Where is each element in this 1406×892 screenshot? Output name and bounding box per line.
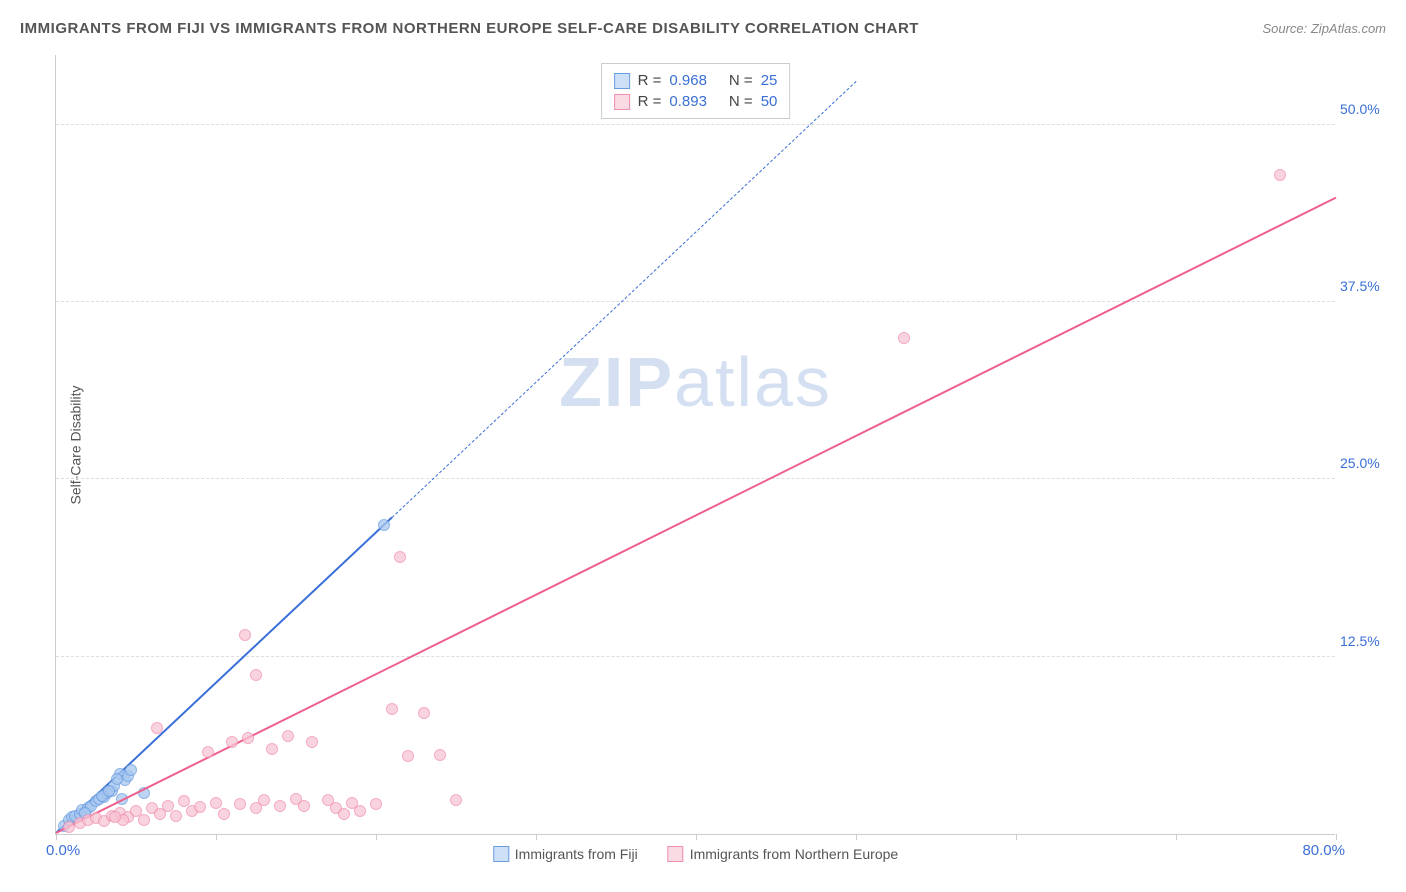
data-point xyxy=(434,749,446,761)
data-point xyxy=(258,794,270,806)
data-point xyxy=(306,736,318,748)
x-tick xyxy=(1016,834,1017,840)
data-point xyxy=(338,808,350,820)
regression-line-extension xyxy=(392,82,857,519)
data-point xyxy=(370,798,382,810)
stat-legend: R = 0.968 N = 25 R = 0.893 N = 50 xyxy=(601,63,791,119)
legend-item: Immigrants from Northern Europe xyxy=(668,846,899,862)
legend-swatch xyxy=(614,94,630,110)
data-point xyxy=(402,750,414,762)
x-tick xyxy=(1176,834,1177,840)
stat-r-value: 0.893 xyxy=(669,93,707,110)
watermark-atlas: atlas xyxy=(674,343,832,421)
data-point xyxy=(202,746,214,758)
x-max-label: 80.0% xyxy=(1302,842,1345,859)
chart-title: IMMIGRANTS FROM FIJI VS IMMIGRANTS FROM … xyxy=(20,20,919,37)
legend-swatch xyxy=(668,846,684,862)
x-tick xyxy=(1336,834,1337,840)
x-tick xyxy=(216,834,217,840)
data-point xyxy=(418,707,430,719)
data-point xyxy=(170,810,182,822)
gridline xyxy=(56,656,1335,657)
legend-item: Immigrants from Fiji xyxy=(493,846,638,862)
data-point xyxy=(386,703,398,715)
x-tick xyxy=(56,834,57,840)
stat-n-label: N = xyxy=(729,93,753,110)
watermark-zip: ZIP xyxy=(559,343,674,421)
data-point xyxy=(242,732,254,744)
gridline xyxy=(56,124,1335,125)
data-point xyxy=(274,800,286,812)
y-axis-label: Self-Care Disability xyxy=(68,385,84,504)
source-label: Source: ZipAtlas.com xyxy=(1262,21,1386,36)
stat-n-value: 50 xyxy=(761,93,778,110)
stat-n-label: N = xyxy=(729,72,753,89)
data-point xyxy=(151,722,163,734)
data-point xyxy=(111,773,123,785)
legend-swatch xyxy=(614,73,630,89)
legend-swatch xyxy=(493,846,509,862)
gridline xyxy=(56,478,1335,479)
y-tick-label: 50.0% xyxy=(1340,101,1395,117)
y-tick-label: 25.0% xyxy=(1340,455,1395,471)
data-point xyxy=(239,629,251,641)
data-point xyxy=(138,814,150,826)
data-point xyxy=(282,730,294,742)
data-point xyxy=(394,551,406,563)
data-point xyxy=(194,801,206,813)
stat-r-label: R = xyxy=(638,72,662,89)
x-tick xyxy=(696,834,697,840)
data-point xyxy=(234,798,246,810)
stat-legend-row: R = 0.968 N = 25 xyxy=(614,70,778,91)
y-tick-label: 12.5% xyxy=(1340,633,1395,649)
data-point xyxy=(450,794,462,806)
data-point xyxy=(266,743,278,755)
x-tick xyxy=(536,834,537,840)
data-point xyxy=(250,669,262,681)
scatter-chart: Self-Care Disability ZIPatlas R = 0.968 N… xyxy=(55,55,1335,835)
stat-n-value: 25 xyxy=(761,72,778,89)
watermark: ZIPatlas xyxy=(559,342,832,422)
stat-legend-row: R = 0.893 N = 50 xyxy=(614,91,778,112)
x-tick xyxy=(856,834,857,840)
stat-r-value: 0.968 xyxy=(669,72,707,89)
data-point xyxy=(210,797,222,809)
data-point xyxy=(898,332,910,344)
x-origin-label: 0.0% xyxy=(46,842,80,859)
data-point xyxy=(218,808,230,820)
data-point xyxy=(109,811,121,823)
data-point xyxy=(354,805,366,817)
data-point xyxy=(103,785,115,797)
series-legend: Immigrants from Fiji Immigrants from Nort… xyxy=(493,846,898,862)
data-point xyxy=(125,764,137,776)
data-point xyxy=(1274,169,1286,181)
x-tick xyxy=(376,834,377,840)
data-point xyxy=(63,821,75,833)
gridline xyxy=(56,301,1335,302)
data-point xyxy=(298,800,310,812)
data-point xyxy=(378,519,390,531)
legend-label: Immigrants from Fiji xyxy=(515,846,638,862)
y-tick-label: 37.5% xyxy=(1340,278,1395,294)
data-point xyxy=(226,736,238,748)
legend-label: Immigrants from Northern Europe xyxy=(690,846,899,862)
stat-r-label: R = xyxy=(638,93,662,110)
